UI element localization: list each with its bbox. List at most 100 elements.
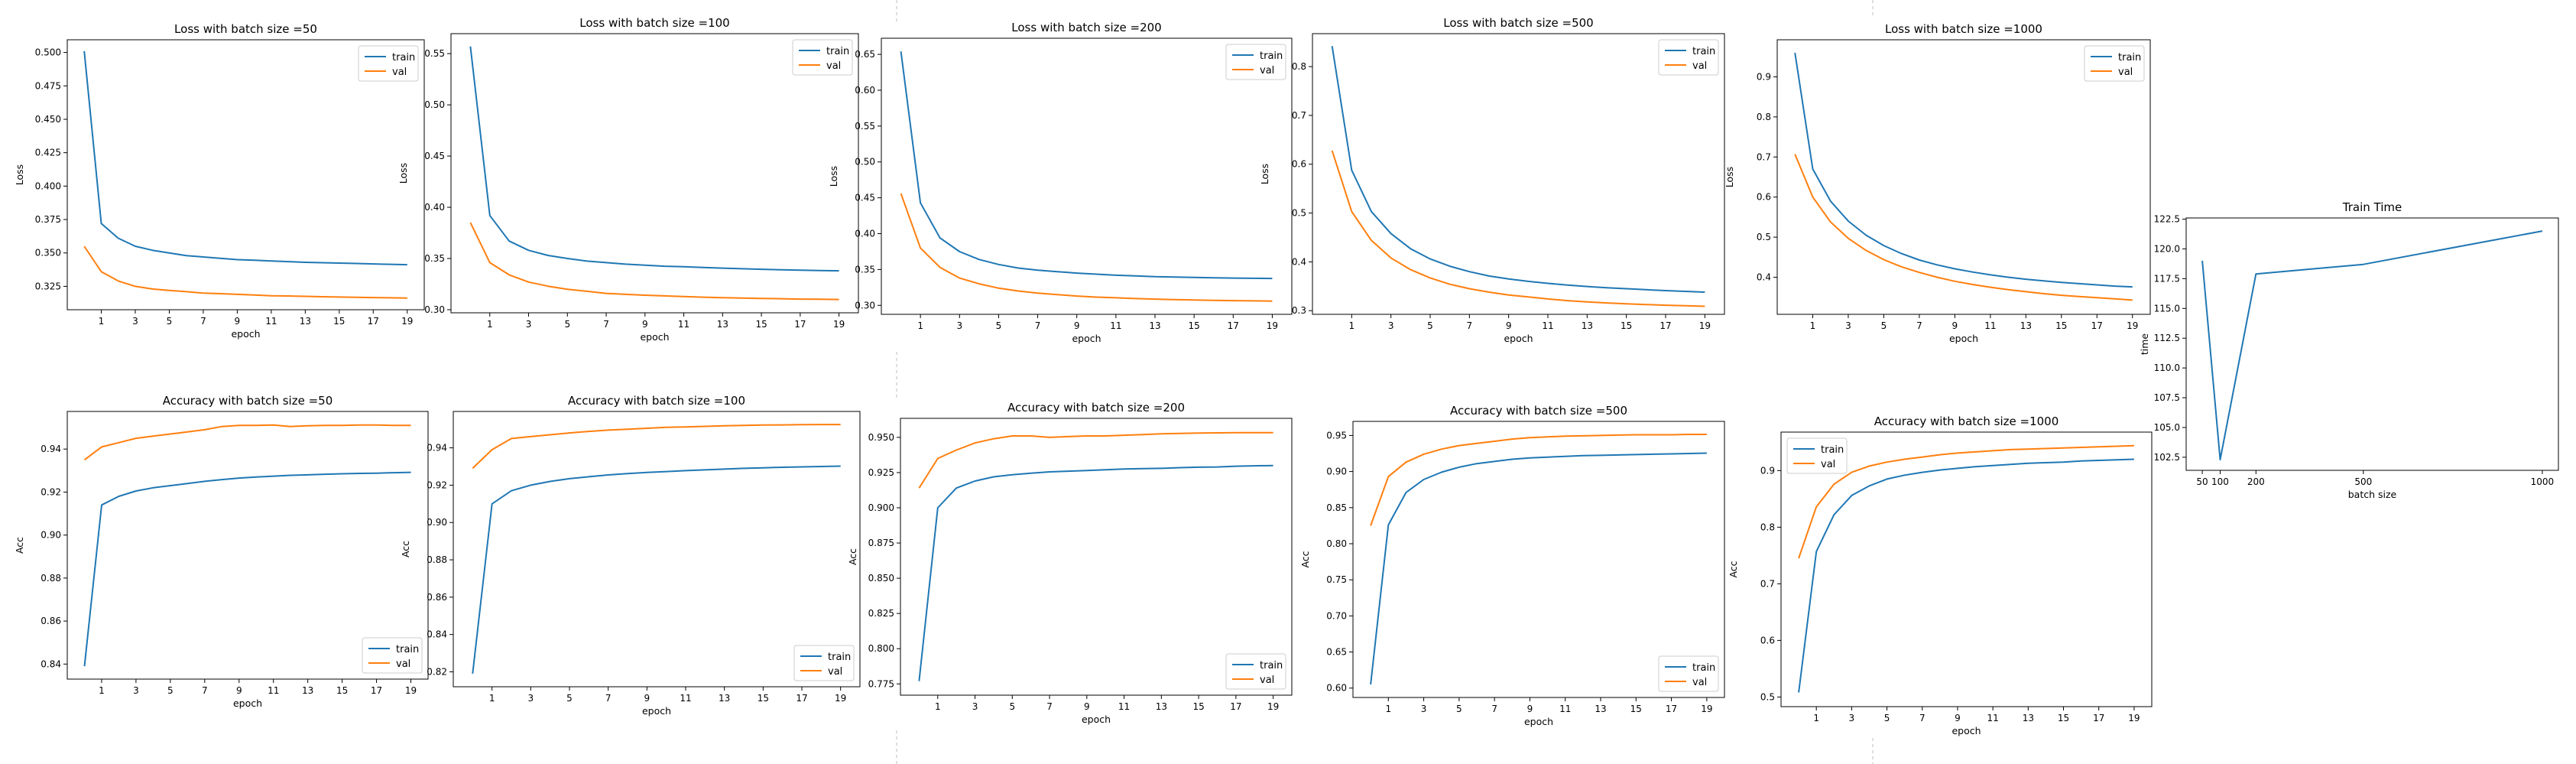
legend-label-train: train [392, 52, 415, 63]
y-tick-label: 112.5 [2154, 333, 2180, 343]
y-tick-label: 0.84 [427, 629, 447, 640]
x-tick-label: 15 [1192, 701, 1204, 712]
x-tick-label: 7 [1919, 713, 1926, 723]
x-tick-label: 1 [1385, 704, 1391, 714]
x-tick-label: 15 [758, 693, 769, 704]
y-axis-label: Loss [14, 164, 25, 185]
y-tick-label: 0.88 [41, 573, 61, 584]
x-axis-label: epoch [640, 331, 669, 343]
x-tick-label: 3 [1845, 320, 1851, 331]
y-axis-label: Loss [397, 163, 409, 184]
y-tick-label: 0.450 [35, 114, 61, 125]
y-tick-label: 0.75 [1326, 574, 1347, 585]
y-tick-label: 0.45 [424, 151, 445, 161]
chart-loss-200: 1 3 5 7 9 11 13 15 17 190.300.350.400.450.500.550… [828, 21, 1293, 344]
y-tick-label: 0.950 [868, 432, 894, 443]
x-tick-label: 3 [132, 316, 138, 327]
x-tick-label: 5 [167, 316, 173, 327]
x-tick-label: 11 [678, 319, 689, 330]
chart-title: Loss with batch size =100 [579, 16, 729, 30]
y-tick-label: 120.0 [2154, 243, 2180, 254]
x-axis-label: epoch [1072, 333, 1101, 344]
x-tick-label: 19 [1267, 320, 1278, 331]
chart-title: Accuracy with batch size =1000 [1874, 415, 2059, 428]
chart-title: Loss with batch size =50 [174, 22, 317, 36]
y-tick-label: 0.40 [424, 202, 445, 213]
legend-label-train: train [1260, 660, 1283, 671]
x-tick-label: 17 [796, 693, 807, 704]
x-tick-label: 50 [2196, 476, 2208, 487]
x-tick-label: 19 [2127, 320, 2138, 331]
x-tick-label: 9 [1506, 320, 1512, 331]
y-tick-label: 0.6 [1292, 159, 1306, 170]
y-tick-label: 0.5 [1757, 232, 1771, 242]
y-tick-label: 0.7 [1292, 110, 1306, 121]
series-line-val [83, 245, 407, 299]
legend: train val [1225, 653, 1286, 690]
series-line-train [83, 50, 407, 266]
y-axis-label: Acc [400, 541, 411, 558]
y-tick-label: 0.375 [35, 214, 61, 225]
plot-frame [450, 33, 859, 314]
y-tick-label: 0.800 [868, 643, 894, 654]
y-tick-label: 0.6 [1757, 192, 1771, 203]
x-tick-label: 9 [236, 685, 242, 696]
y-axis-label: Acc [14, 537, 25, 554]
x-tick-label: 7 [1491, 704, 1497, 714]
x-tick-label: 5 [996, 320, 1002, 331]
legend-label-val: val [826, 60, 841, 72]
series-line-train [1794, 52, 2133, 288]
y-tick-label: 0.30 [424, 304, 445, 315]
series-line-val [472, 424, 841, 470]
x-tick-label: 19 [835, 693, 846, 704]
x-tick-label: 15 [2055, 320, 2067, 331]
y-tick-label: 0.30 [855, 300, 875, 310]
x-tick-label: 11 [1984, 320, 1996, 331]
legend-box [358, 45, 419, 82]
series-line-val [1370, 434, 1707, 526]
plot-frame [1352, 421, 1725, 698]
y-tick-label: 0.925 [868, 467, 894, 478]
x-tick-label: 13 [717, 319, 728, 330]
x-tick-label: 7 [1035, 320, 1041, 331]
x-axis-label: epoch [1504, 333, 1533, 344]
x-tick-label: 100 [2211, 476, 2229, 487]
x-tick-label: 19 [405, 685, 417, 696]
x-tick-label: 15 [1630, 704, 1642, 714]
x-tick-label: 1 [489, 693, 495, 704]
x-tick-label: 11 [1987, 713, 1999, 723]
x-tick-label: 500 [2354, 476, 2372, 487]
chart-title: Loss with batch size =1000 [1885, 22, 2042, 36]
legend-box [362, 637, 423, 674]
x-tick-label: 17 [794, 319, 806, 330]
x-tick-label: 19 [833, 319, 845, 330]
x-tick-label: 9 [1527, 704, 1533, 714]
legend-box [792, 39, 853, 76]
x-tick-label: 7 [1467, 320, 1473, 331]
series-line-time [2201, 230, 2543, 460]
x-tick-label: 11 [1542, 320, 1553, 331]
y-tick-label: 0.88 [427, 554, 447, 565]
legend: train val [1658, 39, 1719, 76]
x-tick-label: 3 [1421, 704, 1427, 714]
y-tick-label: 0.5 [1292, 208, 1306, 219]
x-tick-label: 17 [1230, 701, 1241, 712]
y-tick-label: 0.90 [427, 517, 447, 528]
y-tick-label: 0.4 [1292, 256, 1306, 267]
legend-label-train: train [396, 644, 419, 655]
x-tick-label: 5 [564, 319, 570, 330]
series-line-val [1794, 154, 2133, 301]
y-tick-label: 0.35 [855, 264, 875, 275]
series-line-val [900, 193, 1273, 302]
y-tick-label: 0.900 [868, 502, 894, 513]
chart-train-time: 50 100 200 500 1000 102.5 105.0 107.5 110.0 112.5… [2139, 200, 2559, 500]
x-tick-label: 3 [1849, 713, 1855, 723]
y-tick-label: 0.8 [1292, 61, 1306, 72]
legend-box [793, 645, 855, 681]
y-tick-label: 0.7 [1757, 151, 1771, 162]
y-tick-label: 0.775 [868, 678, 894, 689]
x-tick-label: 11 [265, 316, 277, 327]
y-axis-label: Acc [1299, 551, 1311, 567]
